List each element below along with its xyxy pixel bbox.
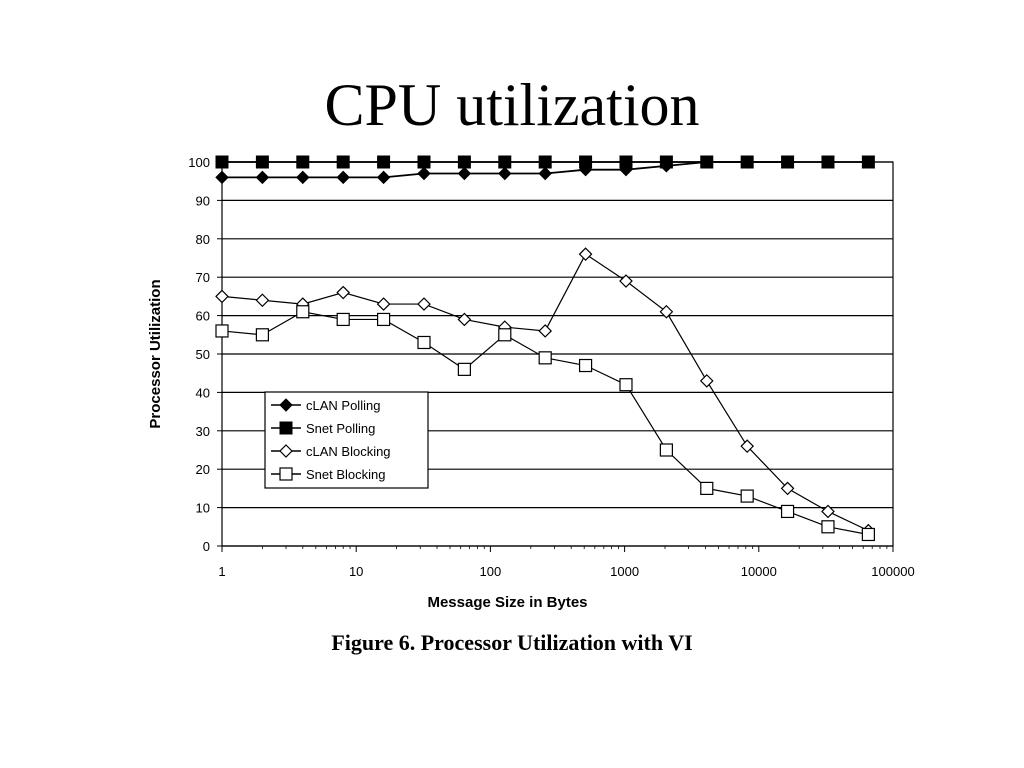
y-tick-label: 40 bbox=[196, 385, 210, 400]
series-clan-blocking bbox=[215, 247, 876, 538]
data-point bbox=[780, 504, 795, 519]
legend-marker bbox=[279, 421, 293, 435]
data-point bbox=[255, 170, 270, 185]
data-point bbox=[821, 520, 835, 534]
data-point bbox=[296, 155, 310, 169]
data-point bbox=[457, 362, 471, 376]
data-point bbox=[538, 324, 553, 338]
x-tick-label: 100 bbox=[480, 564, 502, 579]
chart-legend: cLAN Polling Snet Polling cLAN Blocking Sne… bbox=[264, 391, 429, 489]
data-point bbox=[336, 312, 350, 327]
y-tick-label: 30 bbox=[196, 424, 210, 439]
data-point bbox=[538, 155, 552, 169]
y-axis-label: Processor Utilization bbox=[147, 279, 164, 428]
data-point bbox=[255, 155, 269, 169]
y-tick-label: 10 bbox=[196, 501, 210, 516]
legend-marker bbox=[279, 467, 293, 481]
data-point bbox=[336, 155, 350, 169]
y-tick-label: 80 bbox=[196, 232, 210, 247]
data-point bbox=[780, 481, 795, 496]
data-point bbox=[498, 328, 512, 342]
legend-label: Snet Blocking bbox=[306, 467, 386, 482]
x-tick-label: 1000 bbox=[610, 564, 639, 579]
data-point bbox=[659, 304, 674, 319]
data-point bbox=[781, 155, 795, 169]
data-point bbox=[296, 170, 310, 185]
data-point bbox=[740, 439, 755, 454]
figure-caption: Figure 6. Processor Utilization with VI bbox=[331, 630, 693, 655]
data-point bbox=[659, 443, 673, 457]
data-point bbox=[417, 166, 431, 181]
y-tick-label: 20 bbox=[196, 462, 210, 477]
data-point bbox=[255, 328, 269, 342]
data-point bbox=[498, 155, 512, 169]
y-tick-label: 60 bbox=[196, 309, 210, 324]
data-point bbox=[700, 481, 714, 495]
data-point bbox=[296, 305, 310, 319]
y-tick-label: 70 bbox=[196, 270, 210, 285]
data-point bbox=[659, 155, 673, 169]
legend-label: cLAN Polling bbox=[306, 398, 380, 413]
x-tick-label: 10000 bbox=[741, 564, 777, 579]
data-point bbox=[861, 155, 875, 169]
data-point bbox=[578, 247, 593, 262]
data-point bbox=[376, 297, 391, 311]
data-point bbox=[740, 489, 754, 503]
y-tick-label: 0 bbox=[203, 539, 210, 554]
data-point bbox=[457, 155, 471, 169]
x-axis-label: Message Size in Bytes bbox=[427, 594, 587, 611]
legend-marker bbox=[279, 444, 293, 458]
y-tick-label: 50 bbox=[196, 347, 210, 362]
data-point bbox=[619, 155, 633, 169]
legend-label: cLAN Blocking bbox=[306, 444, 391, 459]
chart-series-layer bbox=[215, 155, 876, 542]
series-snet-polling bbox=[215, 155, 875, 169]
data-point bbox=[215, 324, 229, 338]
data-point bbox=[861, 527, 875, 542]
data-point bbox=[821, 504, 835, 519]
data-point bbox=[821, 155, 835, 169]
data-point bbox=[619, 378, 633, 392]
data-point bbox=[336, 285, 351, 300]
data-point bbox=[578, 358, 593, 373]
data-point bbox=[417, 155, 431, 169]
data-point bbox=[740, 155, 754, 169]
data-point bbox=[457, 312, 472, 327]
data-point bbox=[417, 335, 431, 350]
data-point bbox=[699, 374, 714, 388]
data-point bbox=[336, 170, 350, 185]
legend-marker bbox=[279, 398, 293, 412]
x-tick-label: 10 bbox=[349, 564, 363, 579]
x-tick-label: 1 bbox=[218, 564, 225, 579]
slide-title: CPU utilization bbox=[324, 72, 700, 138]
data-point bbox=[538, 166, 552, 181]
data-point bbox=[498, 166, 512, 181]
data-point bbox=[215, 155, 229, 169]
y-tick-label: 100 bbox=[188, 155, 210, 170]
data-point bbox=[376, 170, 391, 185]
x-tick-label: 100000 bbox=[871, 564, 914, 579]
data-point bbox=[215, 170, 229, 185]
data-point bbox=[538, 351, 552, 365]
data-point bbox=[579, 155, 593, 169]
data-point bbox=[255, 293, 270, 308]
data-point bbox=[700, 155, 714, 169]
data-point bbox=[215, 289, 229, 304]
data-point bbox=[417, 297, 431, 311]
legend-label: Snet Polling bbox=[306, 421, 375, 436]
data-point bbox=[457, 166, 472, 181]
data-point bbox=[376, 312, 391, 327]
series-snet-blocking bbox=[215, 305, 875, 542]
y-tick-label: 90 bbox=[196, 193, 210, 208]
data-point bbox=[377, 155, 391, 169]
data-point bbox=[619, 274, 633, 288]
